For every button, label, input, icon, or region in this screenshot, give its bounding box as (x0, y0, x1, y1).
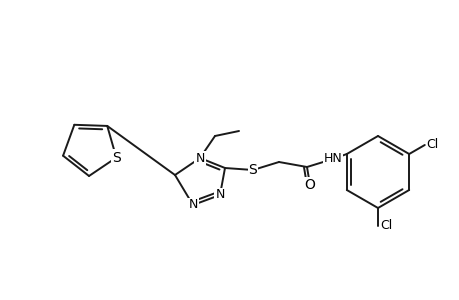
Text: Cl: Cl (379, 220, 391, 232)
Text: N: N (215, 188, 224, 202)
Text: Cl: Cl (425, 139, 438, 152)
Text: N: N (188, 199, 197, 212)
Text: HN: HN (323, 152, 341, 166)
Text: N: N (195, 152, 204, 164)
Text: O: O (304, 178, 315, 192)
Text: S: S (112, 151, 120, 165)
Text: S: S (248, 163, 257, 177)
